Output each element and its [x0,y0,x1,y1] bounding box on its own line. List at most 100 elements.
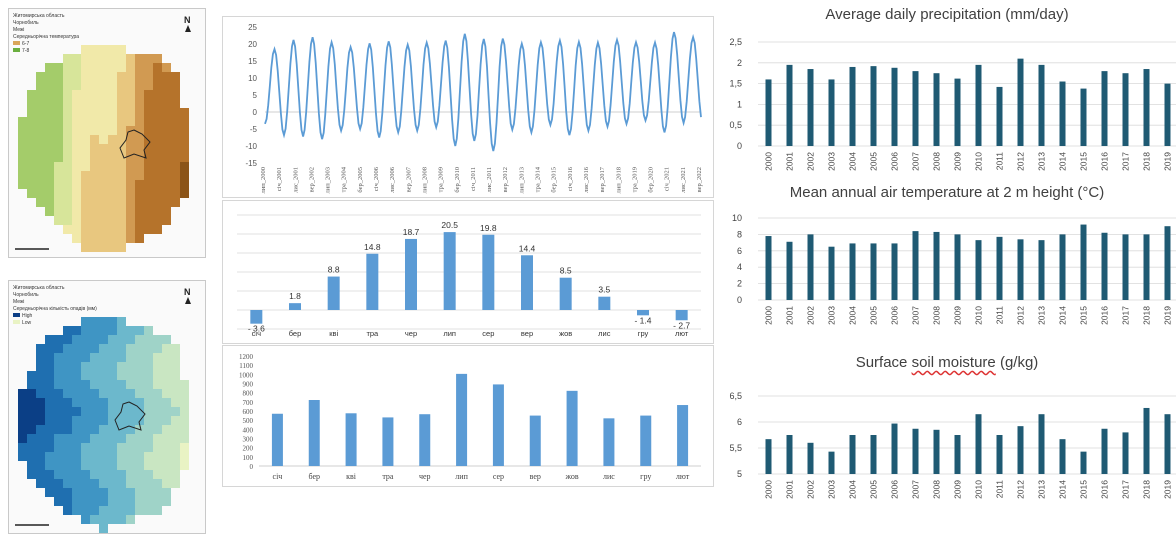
map-cell [90,45,99,54]
map-cell [180,443,189,452]
map-cell [162,470,171,479]
year-bar [1059,439,1066,474]
map-cell [162,371,171,380]
map-cell [72,126,81,135]
map-cell [81,99,90,108]
map-cell [90,380,99,389]
map-cell [54,108,63,117]
precipitation-bar [308,400,320,466]
map-cell [162,425,171,434]
map-cell [45,416,54,425]
map-cell [144,189,153,198]
map-cell [162,216,171,225]
map-cell [153,216,162,225]
map-cell [18,425,27,434]
year-bar [933,231,940,300]
x-tick-label: лип [455,472,468,481]
map-cell [54,389,63,398]
map-cell [126,389,135,398]
map-cell [81,407,90,416]
year-bar [975,414,982,474]
map-cell [36,198,45,207]
map-cell [99,126,108,135]
x-tick-label: 2005 [869,480,879,499]
map-cell [117,479,126,488]
map-cell [27,425,36,434]
map-cell [45,198,54,207]
y-tick-label: 0 [737,295,742,305]
map-cell [117,54,126,63]
x-tick-label: 2016 [1100,480,1110,499]
map-cell [99,389,108,398]
map-cell [90,452,99,461]
map-cell [117,398,126,407]
map-cell [171,117,180,126]
map-cell [108,461,117,470]
map-cell [54,425,63,434]
map-cell [135,135,144,144]
chart-title: Mean annual air temperature at 2 m heigh… [789,184,1105,201]
map-cell [99,452,108,461]
x-tick-label: січ_2006 [373,166,380,191]
precipitation-bar [566,390,578,466]
map-cell [63,497,72,506]
map-cell [45,108,54,117]
map-cell [144,108,153,117]
map-cell [117,488,126,497]
map-cell [180,461,189,470]
map-cell [135,189,144,198]
map-cell [18,117,27,126]
map-cell [45,353,54,362]
map-cell [108,198,117,207]
map-cell [171,479,180,488]
map-cell [72,407,81,416]
map-cell [81,470,90,479]
map-cell [117,90,126,99]
map-cell [63,479,72,488]
x-tick-label: бер_2010 [454,167,461,193]
map-cell [144,117,153,126]
map-cell [126,153,135,162]
map-cell [144,180,153,189]
map-cell [108,117,117,126]
map-cell [90,443,99,452]
map-cell [36,99,45,108]
map-cell [90,180,99,189]
y-tick-label: 6 [737,417,742,427]
x-tick-label: лис_2011 [486,167,493,193]
x-tick-label: 2006 [890,480,900,499]
map-cell [27,389,36,398]
map-cell [99,353,108,362]
map-cell [81,506,90,515]
map-cell [117,243,126,252]
map-cell [81,389,90,398]
map-cell [144,398,153,407]
map-cell [72,362,81,371]
x-tick-label: сер [482,329,494,338]
x-tick-label: 2018 [1142,152,1152,171]
map-cell [45,153,54,162]
year-bar [1017,239,1024,300]
map-cell [162,344,171,353]
map-cell [153,380,162,389]
map-cell [117,72,126,81]
map-cell [153,434,162,443]
year-bar [1017,426,1024,474]
map-cell [54,497,63,506]
map-cell [144,126,153,135]
map-cell [153,198,162,207]
x-tick-label: лис_2006 [389,166,396,193]
map-cell [81,180,90,189]
map-cell [180,153,189,162]
map-cell [108,54,117,63]
map-cell [171,407,180,416]
x-tick-label: 2017 [1121,480,1131,499]
map-cell [54,63,63,72]
map-cell [63,189,72,198]
year-bar [912,71,919,146]
map-cell [81,81,90,90]
map-cell [108,72,117,81]
map-cell [54,216,63,225]
map-cell [99,243,108,252]
